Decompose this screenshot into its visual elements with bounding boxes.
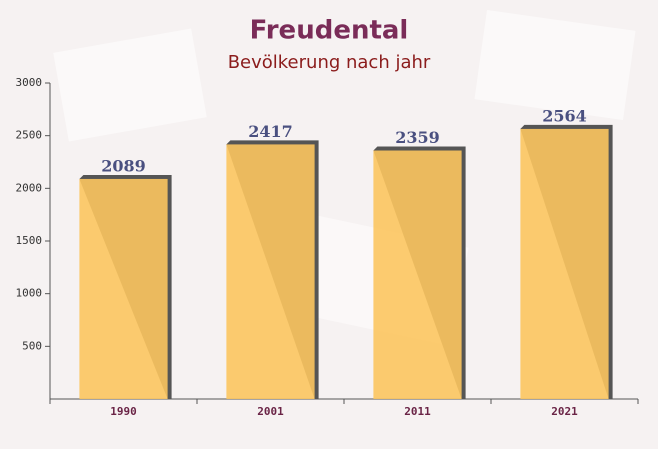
x-tick-label: 2001 (257, 405, 284, 418)
y-tick-label: 3000 (16, 76, 43, 89)
y-tick-label: 2500 (16, 129, 43, 142)
decor (474, 9, 636, 121)
decor (53, 28, 207, 142)
x-tick-label: 2021 (551, 405, 578, 418)
bar (373, 150, 462, 399)
bar (520, 128, 609, 399)
chart-title: Freudental (250, 16, 409, 46)
chart-subtitle: Bevölkerung nach jahr (228, 52, 431, 73)
y-tick-label: 500 (22, 339, 42, 352)
bar (79, 178, 168, 399)
bar (226, 144, 315, 399)
x-tick-label: 1990 (110, 405, 137, 418)
x-tick-label: 2011 (404, 405, 431, 418)
value-label: 2564 (542, 106, 587, 125)
y-tick-label: 2000 (16, 181, 43, 194)
value-label: 2417 (248, 122, 293, 141)
value-label: 2359 (395, 128, 440, 147)
value-label: 2089 (101, 156, 146, 175)
y-tick-label: 1500 (16, 234, 43, 247)
y-tick-label: 1000 (16, 287, 43, 300)
